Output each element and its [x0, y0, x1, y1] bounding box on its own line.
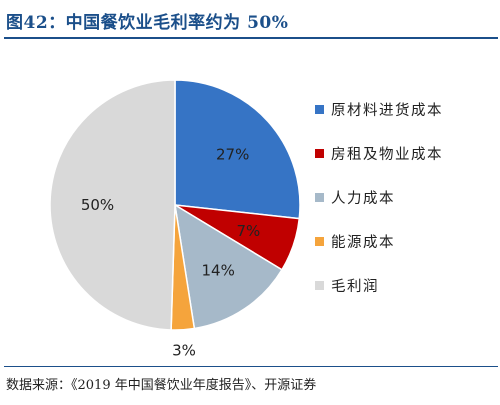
source-note: 数据来源：《2019 年中国餐饮业年度报告》、开源证券 [6, 378, 317, 393]
title-divider [4, 37, 498, 39]
pie-data-label: 50% [81, 196, 114, 214]
legend-swatch [315, 237, 324, 246]
legend-label: 能源成本 [331, 234, 395, 251]
legend-label: 原材料进货成本 [331, 102, 443, 119]
legend-swatch [315, 105, 324, 114]
pie-slice-1 [174, 79, 301, 220]
legend-swatch [315, 193, 324, 202]
pie-data-label: 3% [172, 342, 196, 360]
legend-label: 毛利润 [331, 278, 379, 295]
figure-title: 图42：中国餐饮业毛利率约为 50% [6, 13, 289, 33]
pie-slice-3 [174, 203, 283, 330]
figure-header: 图42：中国餐饮业毛利率约为 50% [0, 0, 500, 40]
pie-data-label: 14% [202, 261, 235, 279]
legend-label: 房租及物业成本 [331, 146, 443, 163]
legend-label: 人力成本 [331, 190, 395, 207]
legend-swatch [315, 149, 324, 158]
pie-slice-5 [49, 79, 176, 331]
legend-swatch [315, 281, 324, 290]
pie-slices [49, 79, 301, 331]
pie-data-labels: 27% 7% 14% 3% 50% [81, 145, 260, 359]
pie-data-label: 27% [216, 145, 249, 163]
watermark-fade [400, 368, 500, 405]
source-divider [4, 366, 498, 367]
pie-data-label: 7% [237, 222, 261, 240]
